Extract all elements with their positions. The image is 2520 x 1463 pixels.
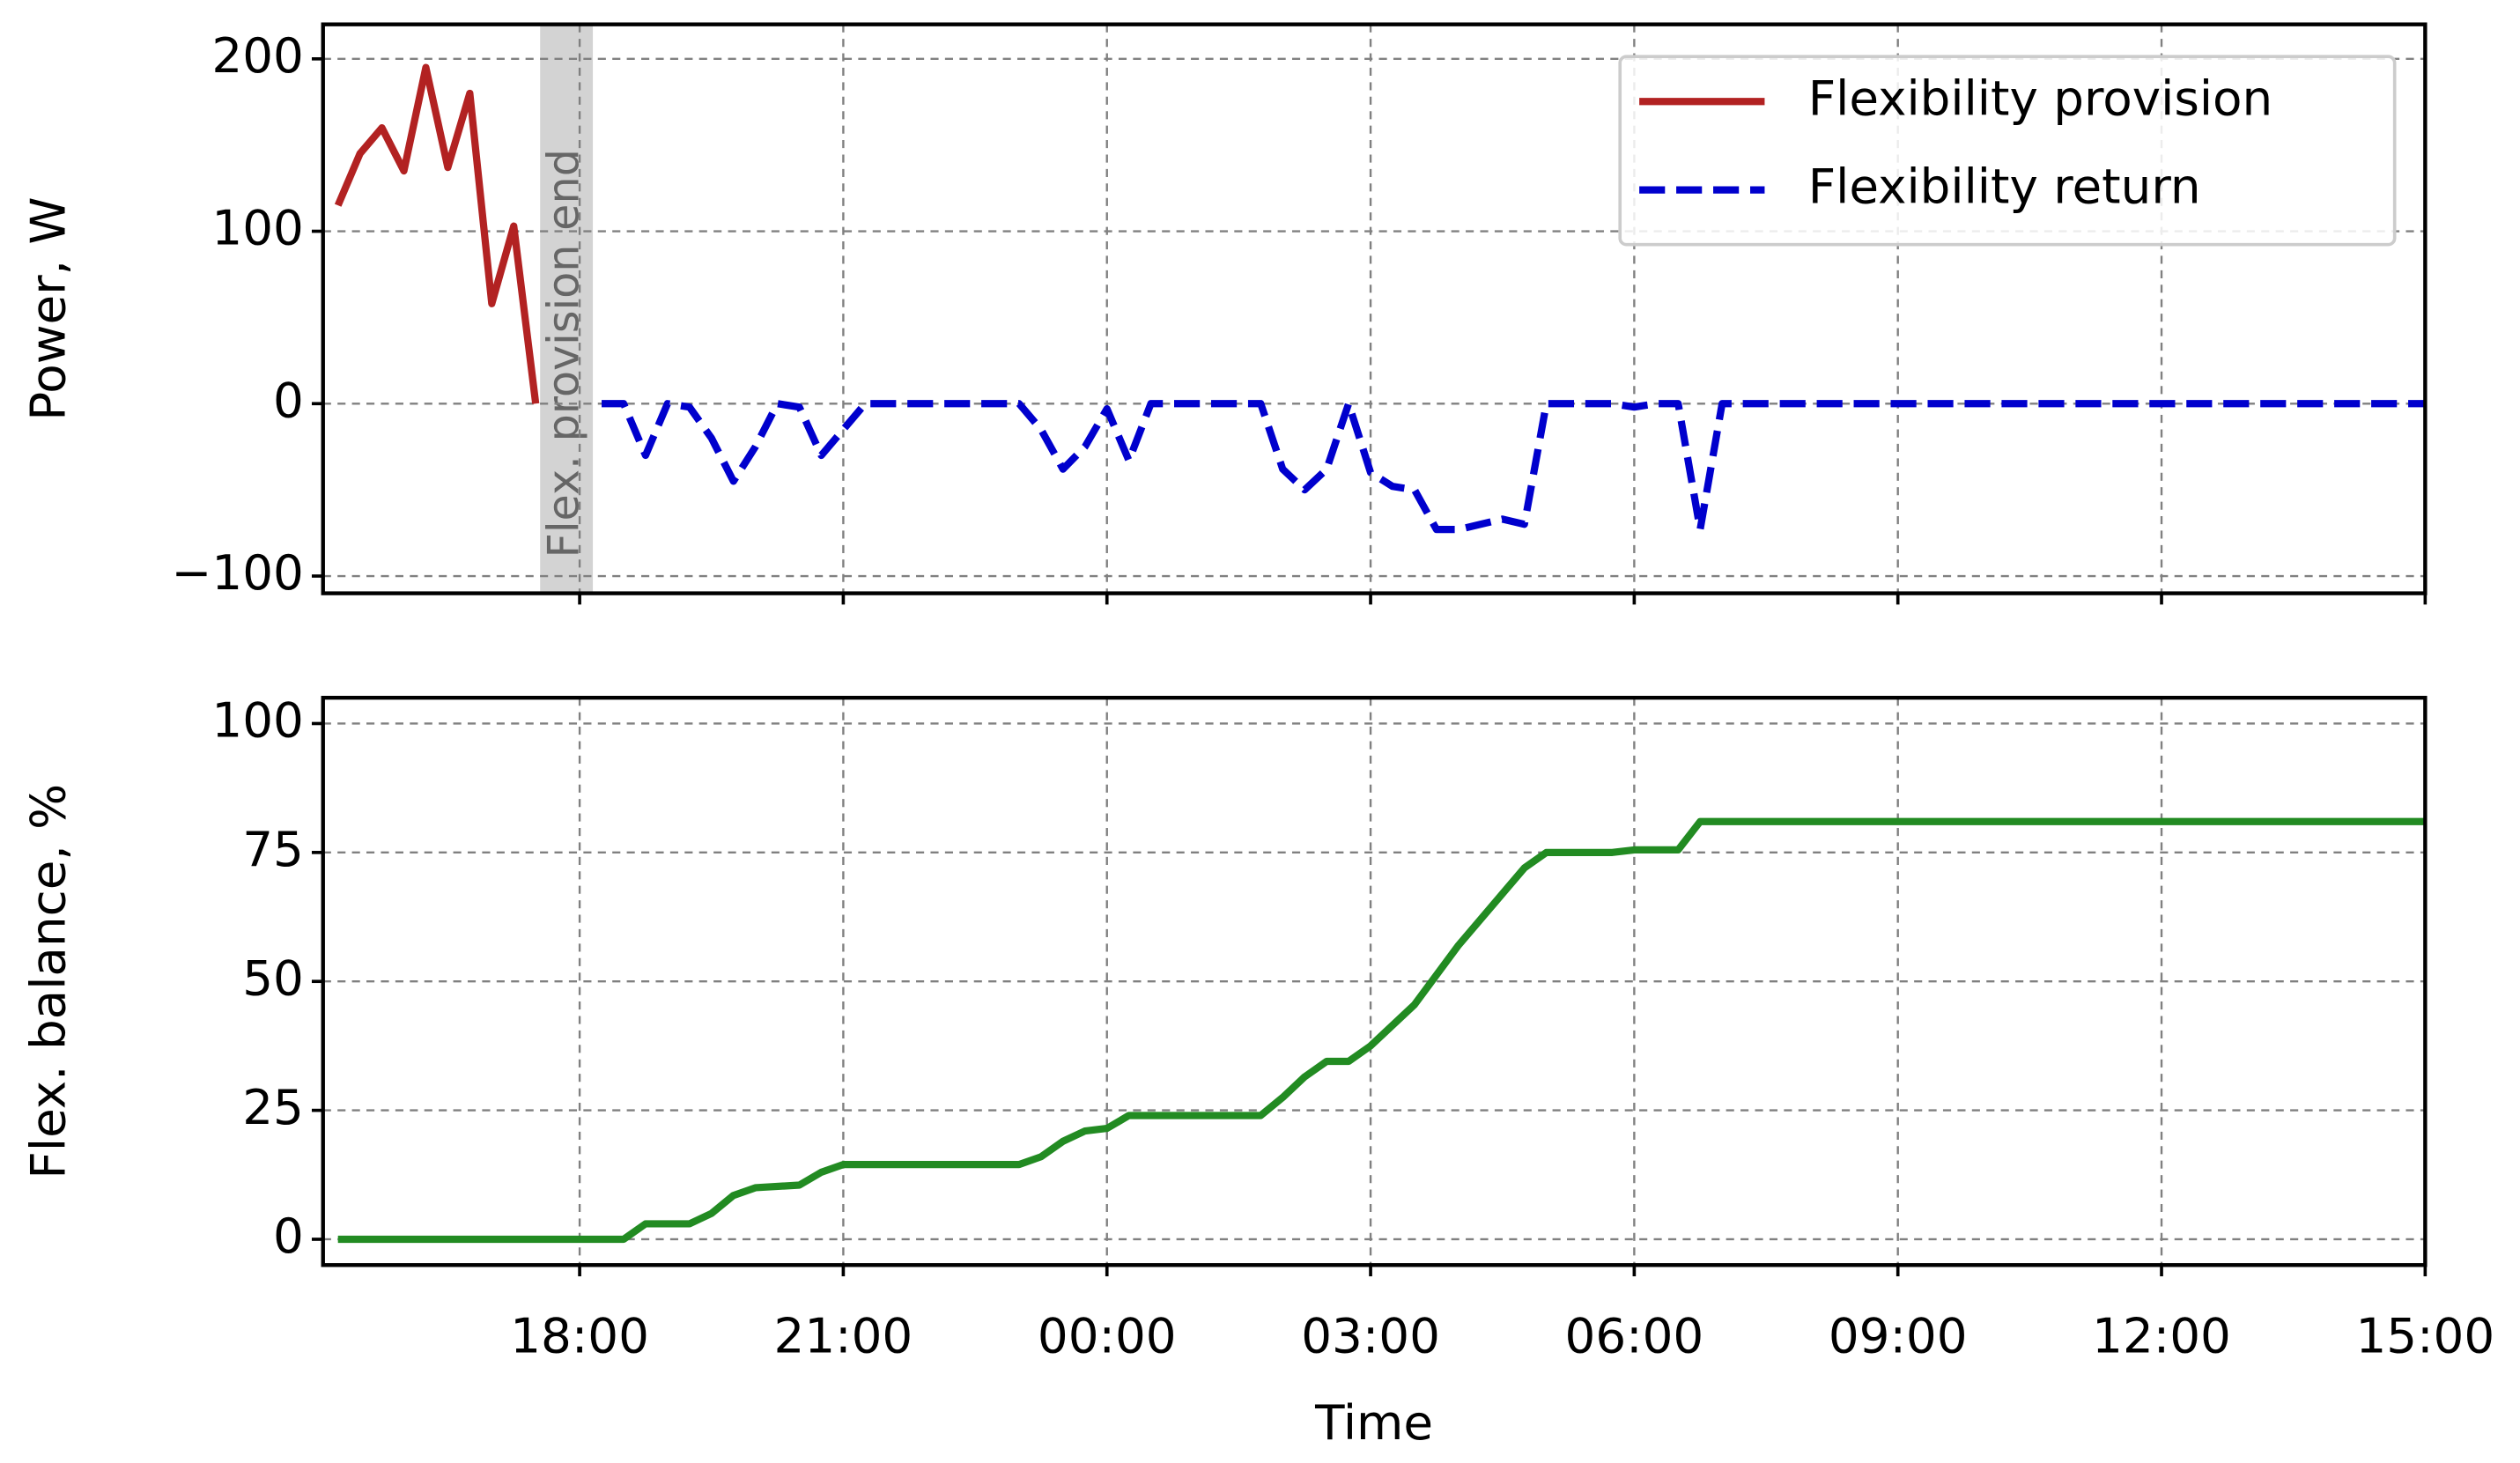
plot-frame bbox=[321, 695, 2428, 1267]
data-line bbox=[337, 817, 2426, 1244]
y-tick-label: 75 bbox=[242, 821, 304, 877]
plot-frame bbox=[321, 22, 2428, 595]
x-tick-label: 12:00 bbox=[2092, 1307, 2231, 1363]
x-tick-label: 21:00 bbox=[774, 1307, 913, 1363]
x-tick-label: 09:00 bbox=[1829, 1307, 1968, 1363]
data-line bbox=[334, 63, 540, 404]
x-axis-label: Time bbox=[1314, 1394, 1433, 1451]
y-tick-label: 200 bbox=[211, 27, 303, 84]
y-tick-label: 100 bbox=[211, 200, 303, 256]
span bbox=[540, 24, 594, 594]
legend-box bbox=[1618, 55, 2397, 247]
y-tick-label: 0 bbox=[273, 1208, 304, 1264]
legend-label: Flexibility return bbox=[1808, 159, 2201, 215]
y-tick-label: 50 bbox=[242, 949, 304, 1006]
x-tick-label: 06:00 bbox=[1565, 1307, 1704, 1363]
y-axis-label: Flex. balance, % bbox=[20, 784, 77, 1179]
x-tick-label: 00:00 bbox=[1038, 1307, 1177, 1363]
y-tick-label: −100 bbox=[172, 544, 304, 601]
y-axis-label: Power, W bbox=[20, 196, 77, 420]
x-tick-label: 03:00 bbox=[1301, 1307, 1440, 1363]
x-tick-label: 18:00 bbox=[510, 1307, 649, 1363]
span-label: Flex. provision end bbox=[538, 149, 589, 558]
y-tick-label: 100 bbox=[211, 692, 303, 749]
x-tick-label: 15:00 bbox=[2355, 1307, 2494, 1363]
y-tick-label: 25 bbox=[242, 1079, 304, 1135]
data-line bbox=[602, 400, 2426, 534]
y-tick-label: 0 bbox=[273, 372, 304, 428]
legend-label: Flexibility provision bbox=[1808, 70, 2273, 126]
